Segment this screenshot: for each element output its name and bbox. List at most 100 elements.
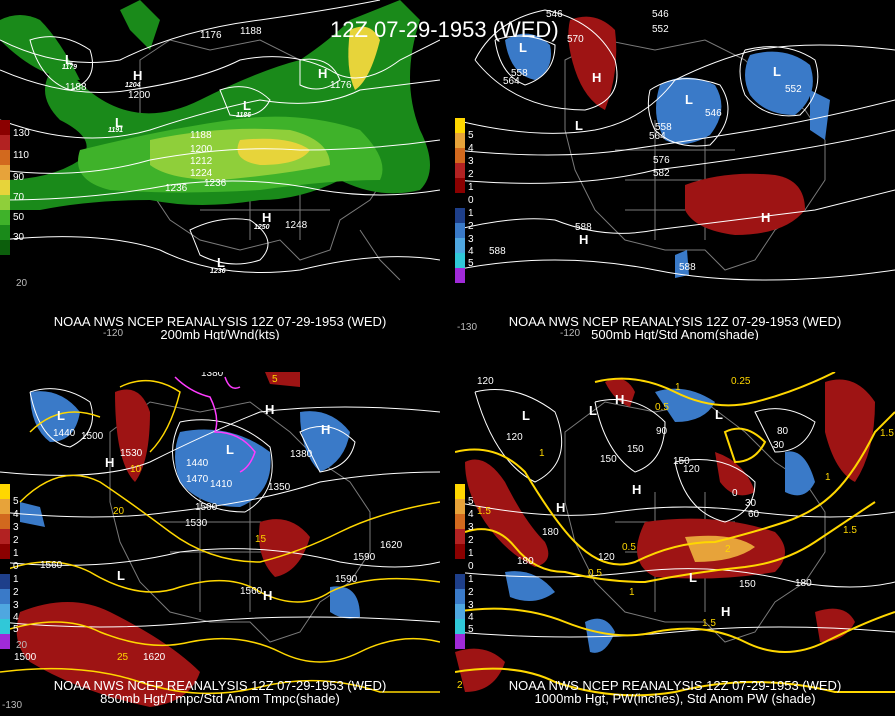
- low-center: L: [773, 64, 781, 79]
- legend-label: 1: [468, 182, 474, 193]
- panel-500mb: L H L L L H H 546 558 570 552 564 546 54…: [455, 0, 895, 340]
- pw-label: 2: [457, 680, 463, 691]
- legend-label: 2: [468, 169, 474, 180]
- low-center: L: [689, 570, 697, 585]
- contour-label: 180: [795, 578, 812, 589]
- height-contours: [0, 388, 440, 628]
- height-contours: [0, 0, 440, 273]
- legend-label: 4: [468, 612, 474, 623]
- low-center: L: [243, 98, 251, 113]
- legend-label: 1: [468, 548, 474, 559]
- contour-label: 0: [732, 488, 738, 499]
- legend-label: 30: [13, 232, 25, 243]
- map-200mb: [0, 0, 440, 281]
- anomaly-shading: [505, 16, 830, 278]
- center-value: 1179: [62, 64, 78, 71]
- latitude-label: 20: [16, 640, 28, 651]
- wind-speed-shading: [0, 0, 430, 210]
- contour-label: 1224: [190, 168, 213, 179]
- contour-label: 80: [777, 426, 789, 437]
- longitude-label: -120: [560, 328, 581, 339]
- contour-label: 1560: [240, 586, 263, 597]
- low-center: L: [575, 118, 583, 133]
- contour-label: 1176: [200, 30, 222, 41]
- contour-label: 90: [656, 426, 668, 437]
- legend-label: 2: [468, 221, 474, 232]
- legend-label: 4: [468, 246, 474, 257]
- contour-label: 588: [489, 246, 506, 257]
- center-value: 1191: [108, 127, 124, 134]
- contour-label: 1470: [186, 474, 209, 485]
- low-center: L: [65, 52, 73, 67]
- latitude-label: 20: [16, 278, 28, 289]
- contour-label: 120: [477, 376, 494, 387]
- contour-label: 1200: [128, 90, 151, 101]
- pw-label: 1: [539, 448, 545, 459]
- high-center: H: [556, 500, 566, 515]
- legend-label: 2: [468, 535, 474, 546]
- high-center: H: [579, 232, 589, 247]
- legend-label: 3: [468, 156, 474, 167]
- legend-label: 4: [468, 143, 474, 154]
- contour-label: 1500: [14, 652, 37, 663]
- contour-label: 564: [503, 76, 520, 87]
- caption-field: 1000mb Hgt, PW(inches), Std Anom PW (sha…: [534, 691, 816, 706]
- height-contours: [455, 389, 895, 638]
- map-850mb: [0, 372, 440, 707]
- pw-label: 1: [675, 382, 681, 393]
- contour-label: 1530: [120, 448, 143, 459]
- high-center: H: [761, 210, 771, 225]
- temp-label: 10: [130, 464, 142, 475]
- contour-label: 1248: [285, 220, 308, 231]
- high-center: H: [321, 422, 331, 437]
- longitude-label: -130: [2, 700, 23, 711]
- contour-label: 1350: [268, 482, 291, 493]
- contour-label: 150: [627, 444, 644, 455]
- legend-label: 50: [13, 212, 25, 223]
- contour-label: 582: [653, 168, 670, 179]
- pw-contours: [455, 372, 895, 697]
- legend-label: 5: [468, 496, 474, 507]
- legend-label: 1: [13, 574, 19, 585]
- high-center: H: [133, 68, 143, 83]
- high-center: H: [265, 402, 275, 417]
- contour-label: 588: [575, 222, 592, 233]
- panel-1000mb: L L H H L H L H 120 120 150 90 120 150 1…: [455, 372, 895, 716]
- legend-label: 2: [468, 587, 474, 598]
- caption-field: 200mb Hgt/Wnd(kts): [160, 327, 280, 340]
- legend-label: 3: [468, 522, 474, 533]
- contour-label: 564: [649, 131, 666, 142]
- legend-label: 0: [468, 561, 474, 572]
- legend-label: 0: [13, 561, 19, 572]
- temp-label: 20: [113, 506, 125, 517]
- legend-label: 3: [13, 600, 19, 611]
- legend-label: 90: [13, 172, 25, 183]
- pw-label: 1: [629, 587, 635, 598]
- legend-label: 2: [13, 535, 19, 546]
- contour-label: 1236: [204, 178, 227, 189]
- legend-label: 4: [13, 509, 19, 520]
- contour-label: 150: [739, 579, 756, 590]
- contour-label: 180: [517, 556, 534, 567]
- wind-legend: [0, 120, 10, 270]
- temp-label: 25: [117, 652, 129, 663]
- legend-label: 1: [468, 574, 474, 585]
- contour-label: 120: [598, 552, 615, 563]
- anomaly-legend: [455, 484, 465, 649]
- contour-label: 1440: [53, 428, 76, 439]
- page-title: 12Z 07-29-1953 (WED): [330, 17, 559, 42]
- low-center: L: [519, 40, 527, 55]
- contour-label: 120: [506, 432, 523, 443]
- contour-label: 558: [655, 122, 672, 133]
- legend-label: 130: [13, 128, 30, 139]
- contour-label: 150: [600, 454, 617, 465]
- contour-label: 1590: [335, 574, 358, 585]
- pw-label: 0.5: [655, 402, 669, 413]
- caption-field: 850mb Hgt/Tmpc/Std Anom Tmpc(shade): [100, 691, 340, 706]
- contour-label: 1380: [290, 449, 313, 460]
- caption-source: NOAA NWS NCEP REANALYSIS 12Z 07-29-1953 …: [508, 678, 842, 693]
- low-center: L: [685, 92, 693, 107]
- contour-label: 1410: [210, 479, 233, 490]
- pw-label: 1.5: [880, 428, 894, 439]
- contour-label: 180: [542, 527, 559, 538]
